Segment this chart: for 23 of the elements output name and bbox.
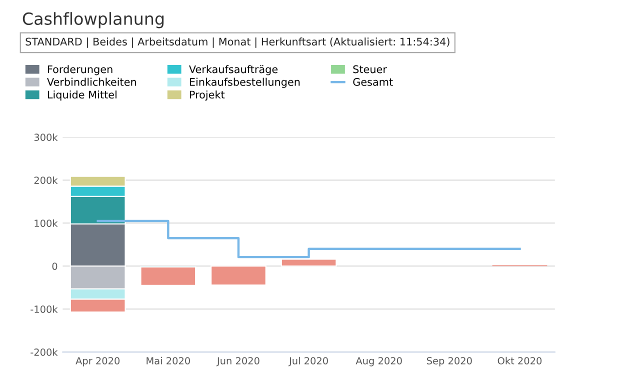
legend-label: Forderungen <box>48 65 112 76</box>
x-tick-label: Aug 2020 <box>356 357 402 366</box>
x-tick-label: Sep 2020 <box>426 357 472 366</box>
chart-subtitle: STANDARD | Beides | Arbeitsdatum | Monat | Herkunftsart (Aktualisiert: 11:54:34) <box>26 37 450 48</box>
x-tick-label: Jul 2020 <box>288 356 328 366</box>
y-tick-label: -200k <box>30 348 58 356</box>
legend-label: Verbindlichkeiten <box>47 78 136 86</box>
legend-label: Verkaufsaufträge <box>189 65 278 76</box>
chart-title: Cashflowplanung <box>22 12 164 28</box>
x-tick-label: Okt 2020 <box>498 356 542 364</box>
legend-label: Liquide Mittel <box>48 90 116 101</box>
y-tick-label: 0 <box>52 262 58 270</box>
legend-label: Projekt <box>190 90 225 101</box>
legend-label: Einkaufsbestellungen <box>190 78 300 88</box>
legend-label: Steuer <box>353 65 387 74</box>
y-tick-label: -100k <box>30 305 58 313</box>
x-tick-label: Mai 2020 <box>146 356 190 364</box>
x-tick-label: Jun 2020 <box>216 357 260 366</box>
y-tick-label: 200k <box>34 176 58 184</box>
x-tick-label: Apr 2020 <box>76 357 120 366</box>
y-tick-label: 300k <box>34 133 58 141</box>
legend-label: Gesamt <box>353 78 393 86</box>
y-tick-label: 100k <box>34 219 58 227</box>
